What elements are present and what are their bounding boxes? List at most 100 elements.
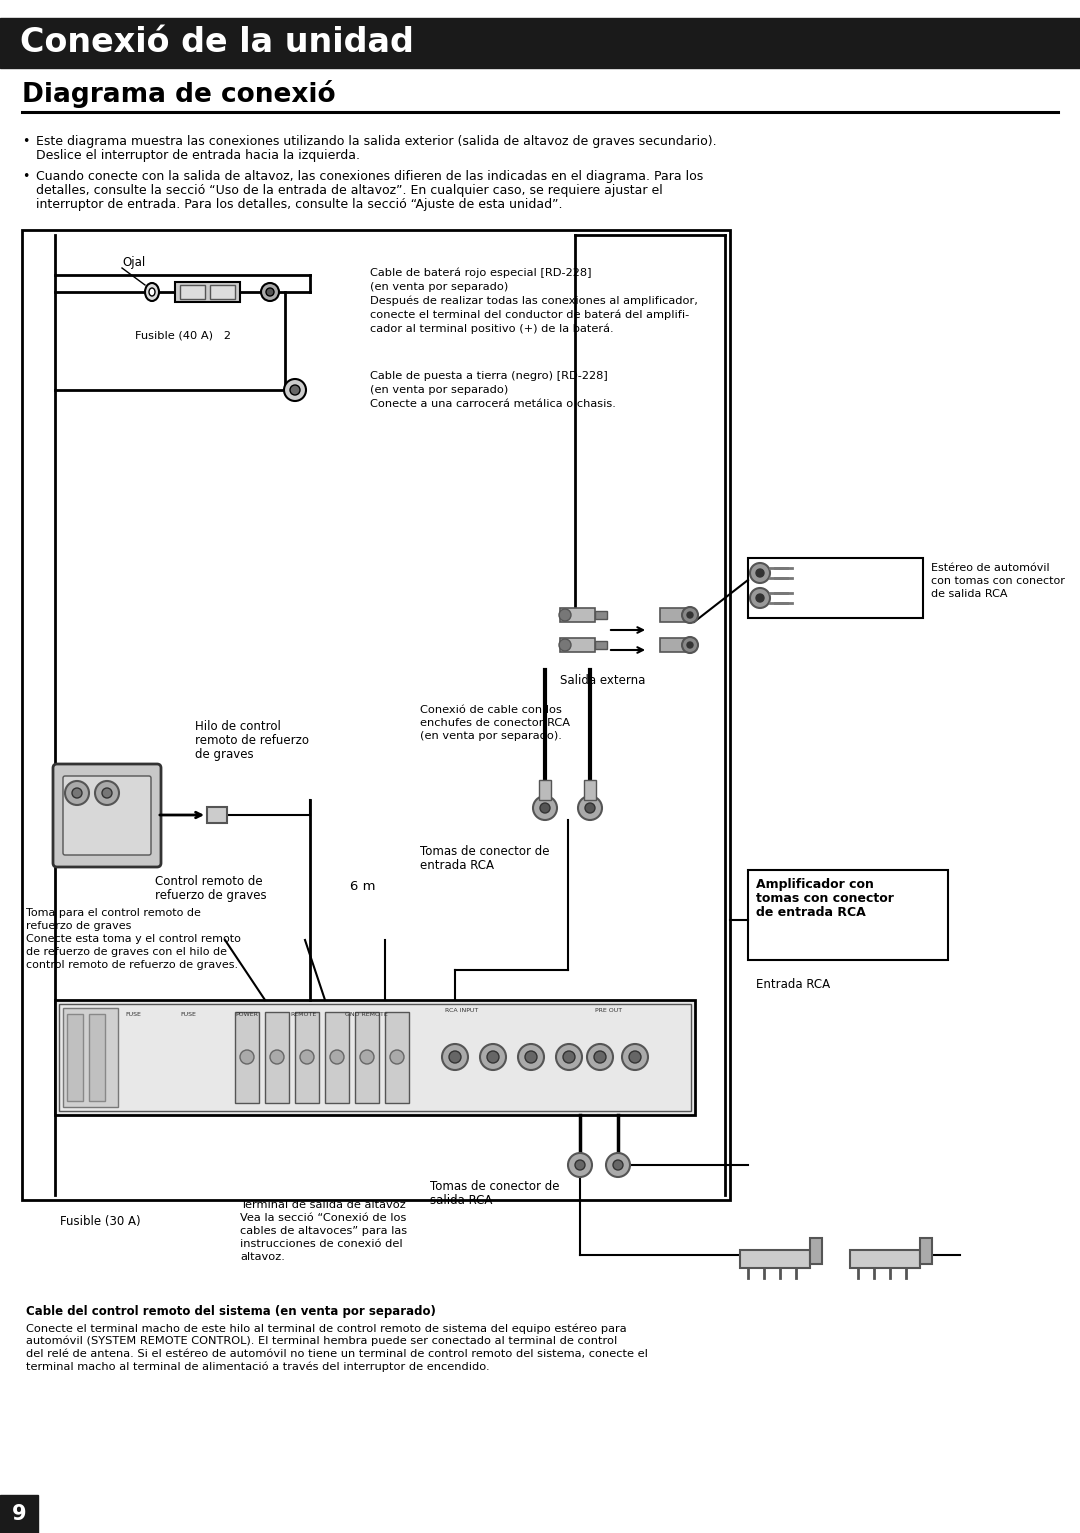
Circle shape bbox=[606, 1153, 630, 1177]
Circle shape bbox=[563, 1052, 575, 1062]
Text: remoto de refuerzo: remoto de refuerzo bbox=[195, 734, 309, 747]
Bar bbox=[210, 285, 235, 299]
Text: enchufes de conector RCA: enchufes de conector RCA bbox=[420, 717, 570, 728]
Bar bbox=[63, 1009, 118, 1107]
Text: Ojal: Ojal bbox=[122, 256, 145, 268]
Circle shape bbox=[480, 1044, 507, 1070]
Text: POWER: POWER bbox=[235, 1012, 258, 1016]
Text: 9: 9 bbox=[12, 1504, 26, 1524]
Text: instrucciones de conexió del: instrucciones de conexió del bbox=[240, 1239, 403, 1249]
Circle shape bbox=[261, 284, 279, 300]
Text: Tomas de conector de: Tomas de conector de bbox=[420, 845, 550, 858]
Text: Vea la secció “Conexió de los: Vea la secció “Conexió de los bbox=[240, 1213, 406, 1223]
Text: tomas con conector: tomas con conector bbox=[756, 892, 894, 904]
Text: refuerzo de graves: refuerzo de graves bbox=[26, 921, 132, 931]
Text: entrada RCA: entrada RCA bbox=[420, 858, 494, 872]
Text: (en venta por separado): (en venta por separado) bbox=[370, 282, 509, 291]
Text: conecte el terminal del conductor de baterá del amplifi-: conecte el terminal del conductor de bat… bbox=[370, 310, 689, 320]
Bar bbox=[850, 1249, 920, 1268]
Text: Diagrama de conexió: Diagrama de conexió bbox=[22, 80, 336, 107]
Bar bbox=[595, 641, 607, 648]
Circle shape bbox=[556, 1044, 582, 1070]
Text: de graves: de graves bbox=[195, 748, 254, 760]
Text: Cable de baterá rojo especial [RD-228]: Cable de baterá rojo especial [RD-228] bbox=[370, 268, 592, 279]
Circle shape bbox=[266, 288, 274, 296]
Text: FUSE: FUSE bbox=[125, 1012, 140, 1016]
Text: Toma para el control remoto de: Toma para el control remoto de bbox=[26, 908, 201, 918]
Text: interruptor de entrada. Para los detalles, consulte la secció “Ajuste de esta un: interruptor de entrada. Para los detalle… bbox=[36, 198, 563, 212]
Text: PRE OUT: PRE OUT bbox=[595, 1009, 622, 1013]
Bar bbox=[265, 1012, 289, 1104]
Circle shape bbox=[284, 379, 306, 402]
Circle shape bbox=[681, 638, 698, 653]
Circle shape bbox=[687, 642, 693, 648]
Text: Cuando conecte con la salida de altavoz, las conexiones difieren de las indicada: Cuando conecte con la salida de altavoz,… bbox=[36, 170, 703, 182]
Bar bbox=[539, 780, 551, 800]
Text: de refuerzo de graves con el hilo de: de refuerzo de graves con el hilo de bbox=[26, 947, 227, 957]
Text: con tomas con conector: con tomas con conector bbox=[931, 576, 1065, 586]
Bar bbox=[748, 871, 948, 960]
Bar bbox=[584, 780, 596, 800]
Text: (en venta por separado).: (en venta por separado). bbox=[420, 731, 562, 740]
Bar bbox=[175, 282, 240, 302]
Text: automóvil (SYSTEM REMOTE CONTROL). El terminal hembra puede ser conectado al ter: automóvil (SYSTEM REMOTE CONTROL). El te… bbox=[26, 1335, 618, 1346]
Bar bbox=[295, 1012, 319, 1104]
Circle shape bbox=[390, 1050, 404, 1064]
Circle shape bbox=[487, 1052, 499, 1062]
Circle shape bbox=[240, 1050, 254, 1064]
Circle shape bbox=[291, 385, 300, 396]
Circle shape bbox=[449, 1052, 461, 1062]
Circle shape bbox=[518, 1044, 544, 1070]
Bar bbox=[920, 1239, 932, 1265]
Bar bbox=[22, 230, 730, 1200]
Bar bbox=[235, 1012, 259, 1104]
Circle shape bbox=[575, 1160, 585, 1170]
Text: Cable de puesta a tierra (negro) [RD-228]: Cable de puesta a tierra (negro) [RD-228… bbox=[370, 371, 608, 382]
Text: Fusible (40 A)   2: Fusible (40 A) 2 bbox=[135, 330, 231, 340]
Text: cables de altavoces” para las: cables de altavoces” para las bbox=[240, 1226, 407, 1236]
Text: Entrada RCA: Entrada RCA bbox=[756, 978, 831, 990]
Circle shape bbox=[525, 1052, 537, 1062]
Ellipse shape bbox=[145, 284, 159, 300]
Circle shape bbox=[585, 803, 595, 812]
Text: Amplificador con: Amplificador con bbox=[756, 878, 874, 891]
Text: terminal macho al terminal de alimentació a través del interruptor de encendido.: terminal macho al terminal de alimentaci… bbox=[26, 1361, 489, 1372]
Circle shape bbox=[300, 1050, 314, 1064]
Text: Este diagrama muestra las conexiones utilizando la salida exterior (salida de al: Este diagrama muestra las conexiones uti… bbox=[36, 135, 717, 149]
Text: altavoz.: altavoz. bbox=[240, 1252, 285, 1262]
Text: 6 m: 6 m bbox=[350, 880, 376, 894]
Text: Fusible (30 A): Fusible (30 A) bbox=[60, 1216, 140, 1228]
Text: refuerzo de graves: refuerzo de graves bbox=[156, 889, 267, 901]
Circle shape bbox=[750, 563, 770, 583]
Text: Después de realizar todas las conexiones al amplificador,: Después de realizar todas las conexiones… bbox=[370, 296, 698, 307]
Text: cador al terminal positivo (+) de la baterá.: cador al terminal positivo (+) de la bat… bbox=[370, 323, 613, 334]
Ellipse shape bbox=[149, 288, 156, 296]
Circle shape bbox=[534, 796, 557, 820]
Bar bbox=[740, 1249, 810, 1268]
Circle shape bbox=[559, 609, 571, 621]
Text: Control remoto de: Control remoto de bbox=[156, 875, 262, 888]
Text: Conecte a una carrocerá metálica o chasis.: Conecte a una carrocerá metálica o chasi… bbox=[370, 399, 616, 409]
Text: Deslice el interruptor de entrada hacia la izquierda.: Deslice el interruptor de entrada hacia … bbox=[36, 149, 360, 162]
FancyBboxPatch shape bbox=[63, 776, 151, 855]
Bar bbox=[0, 18, 1080, 67]
Circle shape bbox=[629, 1052, 642, 1062]
Circle shape bbox=[756, 569, 764, 576]
Bar bbox=[384, 1012, 409, 1104]
Text: Conecte el terminal macho de este hilo al terminal de control remoto de sistema : Conecte el terminal macho de este hilo a… bbox=[26, 1323, 626, 1334]
Circle shape bbox=[756, 593, 764, 602]
Circle shape bbox=[613, 1160, 623, 1170]
Circle shape bbox=[540, 803, 550, 812]
Circle shape bbox=[681, 607, 698, 622]
Bar bbox=[207, 806, 227, 823]
Text: Conecte esta toma y el control remoto: Conecte esta toma y el control remoto bbox=[26, 934, 241, 944]
Circle shape bbox=[270, 1050, 284, 1064]
Circle shape bbox=[65, 780, 89, 805]
FancyBboxPatch shape bbox=[53, 763, 161, 868]
Text: de salida RCA: de salida RCA bbox=[931, 589, 1008, 599]
Text: GND REMOTE: GND REMOTE bbox=[345, 1012, 388, 1016]
Text: del relé de antena. Si el estéreo de automóvil no tiene un terminal de control r: del relé de antena. Si el estéreo de aut… bbox=[26, 1349, 648, 1358]
Bar bbox=[660, 609, 690, 622]
Text: RCA INPUT: RCA INPUT bbox=[445, 1009, 478, 1013]
Text: Conexió de cable con los: Conexió de cable con los bbox=[420, 705, 562, 714]
